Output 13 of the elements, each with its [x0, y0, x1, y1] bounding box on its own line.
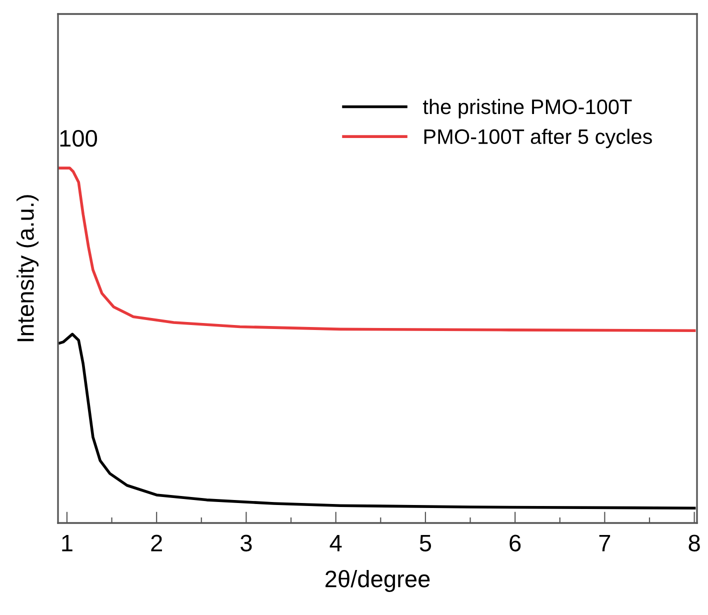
x-tick-label: 8 — [688, 534, 700, 552]
y-axis-title: Intensity (a.u.) — [16, 195, 39, 342]
x-tick-label: 6 — [510, 534, 521, 552]
x-tick-label: 5 — [420, 534, 432, 552]
x-tick-label: 7 — [599, 534, 610, 552]
legend-label: PMO-100T after 5 cycles — [424, 128, 652, 148]
x-tick-label: 4 — [330, 534, 342, 552]
x-tick-label: 3 — [240, 534, 252, 552]
annotation: 100 — [60, 130, 98, 147]
legend-label: the pristine PMO-100T — [422, 98, 632, 118]
x-tick-label: 2 — [151, 534, 162, 552]
x-tick-label: 1 — [62, 534, 72, 552]
x-axis-title: 2θ/degree — [326, 570, 430, 592]
